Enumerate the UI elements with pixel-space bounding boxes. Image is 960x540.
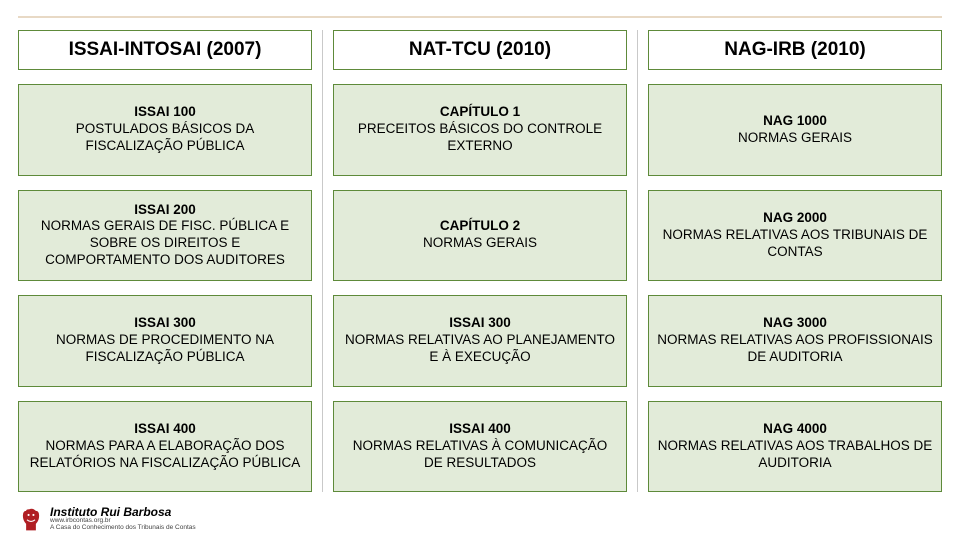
footer: Instituto Rui Barbosa www.irbcontas.org.…	[18, 498, 942, 532]
cell-title: NAG 3000	[763, 315, 827, 332]
footer-line3: A Casa do Conhecimento dos Tribunais de …	[50, 525, 196, 532]
comparison-grid: ISSAI-INTOSAI (2007) NAT-TCU (2010) NAG-…	[18, 30, 942, 492]
top-divider	[18, 16, 942, 18]
cell-desc: NORMAS PARA A ELABORAÇÃO DOS RELATÓRIOS …	[27, 438, 303, 472]
cell-desc: PRECEITOS BÁSICOS DO CONTROLE EXTERNO	[342, 121, 618, 155]
cell-desc: NORMAS GERAIS	[738, 130, 852, 147]
cell-c1-r3: ISSAI 300 NORMAS DE PROCEDIMENTO NA FISC…	[18, 295, 312, 387]
cell-desc: NORMAS GERAIS DE FISC. PÚBLICA E SOBRE O…	[27, 218, 303, 269]
cell-c1-r1: ISSAI 100 POSTULADOS BÁSICOS DA FISCALIZ…	[18, 84, 312, 176]
cell-c1-r2: ISSAI 200 NORMAS GERAIS DE FISC. PÚBLICA…	[18, 190, 312, 282]
cell-desc: NORMAS RELATIVAS AOS PROFISSIONAIS DE AU…	[657, 332, 933, 366]
cell-desc: NORMAS GERAIS	[423, 235, 537, 252]
cell-title: NAG 4000	[763, 421, 827, 438]
cell-c2-r3: ISSAI 300 NORMAS RELATIVAS AO PLANEJAMEN…	[333, 295, 627, 387]
cell-c3-r2: NAG 2000 NORMAS RELATIVAS AOS TRIBUNAIS …	[648, 190, 942, 282]
cell-title: ISSAI 100	[134, 104, 196, 121]
cell-desc: NORMAS RELATIVAS AOS TRABALHOS DE AUDITO…	[657, 438, 933, 472]
cell-desc: NORMAS DE PROCEDIMENTO NA FISCALIZAÇÃO P…	[27, 332, 303, 366]
cell-c3-r4: NAG 4000 NORMAS RELATIVAS AOS TRABALHOS …	[648, 401, 942, 493]
col-header-3: NAG-IRB (2010)	[648, 30, 942, 70]
cell-title: ISSAI 300	[134, 315, 196, 332]
cell-title: CAPÍTULO 2	[440, 218, 520, 235]
cell-c3-r3: NAG 3000 NORMAS RELATIVAS AOS PROFISSION…	[648, 295, 942, 387]
logo-text: Instituto Rui Barbosa www.irbcontas.org.…	[50, 506, 196, 532]
cell-c2-r1: CAPÍTULO 1 PRECEITOS BÁSICOS DO CONTROLE…	[333, 84, 627, 176]
cell-c1-r4: ISSAI 400 NORMAS PARA A ELABORAÇÃO DOS R…	[18, 401, 312, 493]
logo-icon	[18, 506, 44, 532]
cell-desc: NORMAS RELATIVAS AO PLANEJAMENTO E À EXE…	[342, 332, 618, 366]
cell-c3-r1: NAG 1000 NORMAS GERAIS	[648, 84, 942, 176]
cell-title: NAG 1000	[763, 113, 827, 130]
cell-title: ISSAI 400	[449, 421, 511, 438]
cell-desc: POSTULADOS BÁSICOS DA FISCALIZAÇÃO PÚBLI…	[27, 121, 303, 155]
col-header-2: NAT-TCU (2010)	[333, 30, 627, 70]
cell-title: NAG 2000	[763, 210, 827, 227]
cell-desc: NORMAS RELATIVAS AOS TRIBUNAIS DE CONTAS	[657, 227, 933, 261]
col-header-1: ISSAI-INTOSAI (2007)	[18, 30, 312, 70]
cell-title: ISSAI 200	[134, 202, 196, 219]
vline-2	[637, 30, 638, 492]
cell-title: ISSAI 300	[449, 315, 511, 332]
vline-1	[322, 30, 323, 492]
cell-c2-r2: CAPÍTULO 2 NORMAS GERAIS	[333, 190, 627, 282]
cell-desc: NORMAS RELATIVAS À COMUNICAÇÃO DE RESULT…	[342, 438, 618, 472]
cell-title: ISSAI 400	[134, 421, 196, 438]
cell-c2-r4: ISSAI 400 NORMAS RELATIVAS À COMUNICAÇÃO…	[333, 401, 627, 493]
cell-title: CAPÍTULO 1	[440, 104, 520, 121]
